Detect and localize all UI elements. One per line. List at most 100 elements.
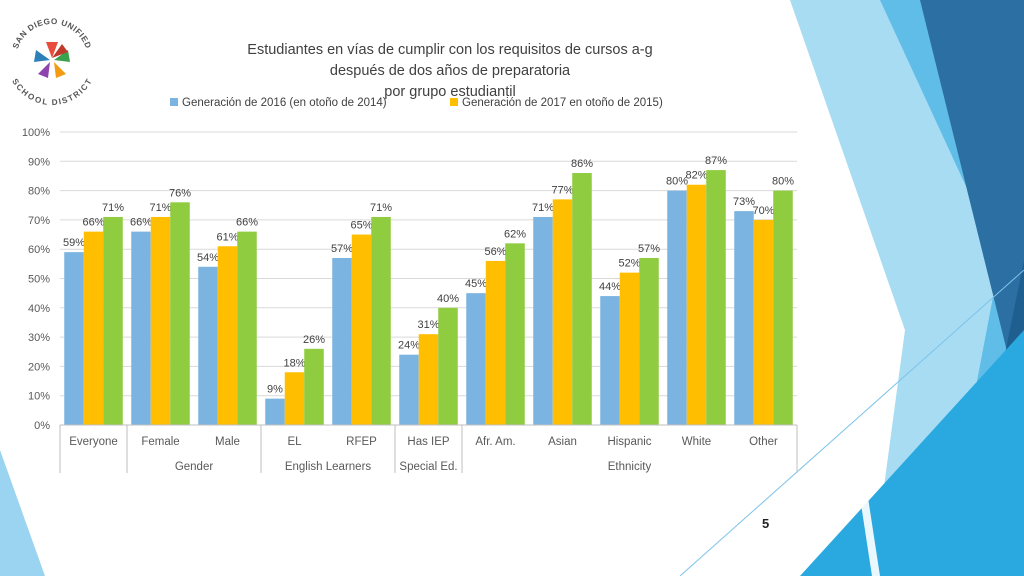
data-label: 71% [532, 202, 554, 214]
legend-label-2017: Generación de 2017 en otoño de 2015) [462, 97, 663, 109]
bar [667, 190, 687, 425]
data-label: 80% [666, 176, 688, 188]
y-tick-label: 100% [22, 127, 50, 139]
bar [734, 211, 754, 425]
bar [332, 257, 352, 425]
bar [351, 234, 372, 425]
data-label: 76% [169, 187, 191, 199]
data-label: 66% [82, 217, 104, 229]
bar [131, 231, 151, 425]
bar [418, 334, 439, 425]
bar [198, 266, 218, 425]
star-icon [34, 42, 70, 78]
bottom-blue-wedge [800, 330, 1024, 576]
bar [639, 257, 659, 425]
y-tick-label: 0% [34, 420, 50, 432]
bar [706, 170, 726, 425]
x-tick-label: EL [287, 436, 302, 448]
x-tick-label: Has IEP [407, 436, 450, 448]
x-tick-label: Afr. Am. [475, 436, 515, 448]
data-label: 59% [63, 237, 85, 249]
bar [619, 272, 640, 425]
bar [572, 173, 592, 425]
data-label: 45% [465, 278, 487, 290]
data-label: 56% [484, 246, 506, 258]
bar [150, 216, 171, 425]
bar [533, 216, 553, 425]
x-tick-label: White [682, 436, 711, 448]
data-label: 54% [197, 252, 219, 264]
bar [170, 202, 190, 425]
data-label: 73% [733, 196, 755, 208]
white-stripe [790, 20, 880, 576]
x-tick-label: Hispanic [607, 436, 651, 448]
data-label: 24% [398, 340, 420, 352]
data-label: 86% [571, 158, 593, 170]
legend-label-2016: Generación de 2016 (en otoño de 2014) [182, 97, 387, 109]
data-label: 65% [350, 220, 372, 232]
y-tick-label: 70% [28, 215, 50, 227]
data-label: 57% [638, 243, 660, 255]
data-label: 82% [685, 170, 707, 182]
data-label: 61% [216, 231, 238, 243]
right-dark-panel [920, 0, 1024, 420]
x-tick-label: Female [141, 436, 179, 448]
bar [773, 190, 793, 425]
data-label: 18% [283, 357, 305, 369]
x-tick-label: Other [749, 436, 778, 448]
x-tick-label: RFEP [346, 436, 377, 448]
data-label: 71% [149, 202, 171, 214]
bar [438, 307, 458, 425]
bar [485, 260, 506, 425]
bar [284, 372, 305, 425]
data-label: 40% [437, 293, 459, 305]
title-line-1: Estudiantes en vías de cumplir con los r… [247, 42, 653, 58]
data-label: 44% [599, 281, 621, 293]
x-tick-label: Everyone [69, 436, 118, 448]
data-label: 77% [551, 184, 573, 196]
data-label: 70% [752, 205, 774, 217]
data-label: 71% [102, 202, 124, 214]
x-tick-label: Asian [548, 436, 577, 448]
data-label: 26% [303, 334, 325, 346]
data-label: 80% [772, 176, 794, 188]
x-tick-label: Male [215, 436, 240, 448]
data-label: 31% [417, 319, 439, 331]
data-label: 87% [705, 155, 727, 167]
data-label: 57% [331, 243, 353, 255]
bar [64, 252, 84, 425]
data-label: 62% [504, 228, 526, 240]
bar [265, 398, 285, 425]
legend-item-2016: Generación de 2016 (en otoño de 2014) [170, 97, 387, 109]
y-tick-label: 30% [28, 332, 50, 344]
legend-swatch-blue [170, 98, 178, 106]
title-line-3: por grupo estudiantil [384, 84, 516, 100]
y-tick-label: 20% [28, 361, 50, 373]
bar [83, 231, 104, 425]
page-number: 5 [762, 516, 770, 531]
y-tick-label: 40% [28, 303, 50, 315]
bar [217, 246, 238, 425]
district-logo: SAN DIEGO UNIFIED SCHOOL DISTRICT [10, 17, 93, 107]
y-tick-label: 90% [28, 156, 50, 168]
y-tick-label: 50% [28, 274, 50, 286]
bar [399, 354, 419, 425]
y-tick-label: 10% [28, 391, 50, 403]
title-line-2: después de dos años de preparatoria [329, 63, 571, 79]
bar [237, 231, 257, 425]
group-label: Gender [175, 461, 214, 473]
legend-item-2017: Generación de 2017 en otoño de 2015) [450, 97, 663, 109]
left-accent-shape [0, 450, 45, 576]
bar [600, 296, 620, 425]
y-tick-label: 60% [28, 244, 50, 256]
thin-line [679, 269, 1024, 576]
bar [753, 219, 774, 425]
y-tick-label: 80% [28, 186, 50, 198]
data-label: 66% [236, 217, 258, 229]
bar [552, 199, 573, 425]
data-label: 52% [618, 258, 640, 270]
group-label: Ethnicity [608, 461, 652, 473]
bar [686, 184, 707, 425]
